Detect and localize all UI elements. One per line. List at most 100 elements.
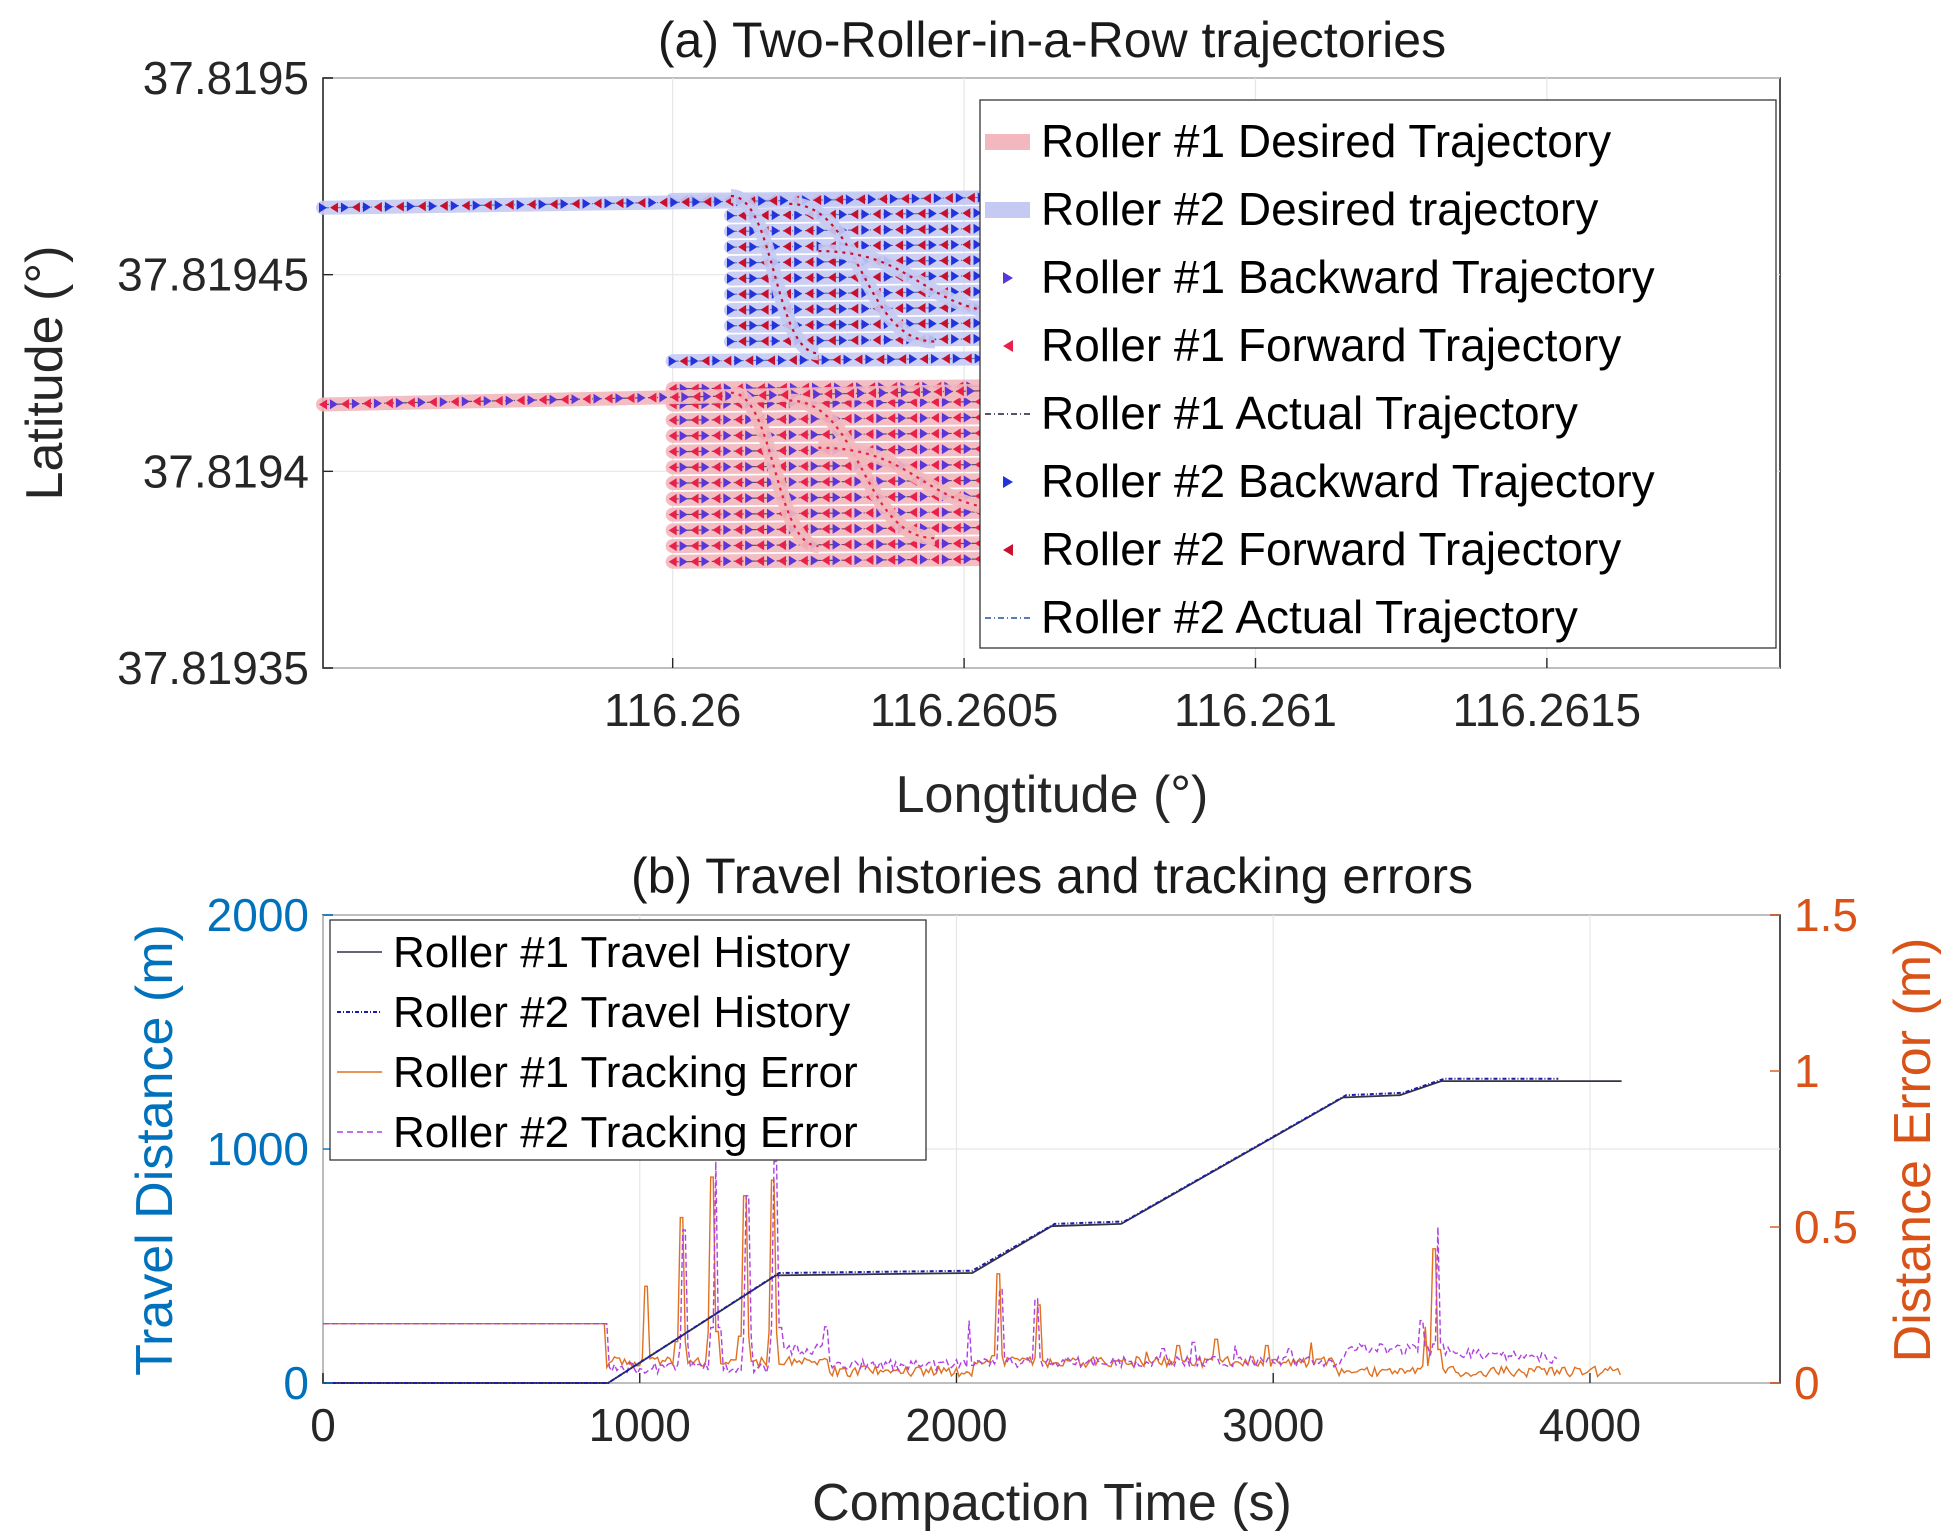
backward-trajectory-marker bbox=[340, 202, 349, 213]
forward-trajectory-marker bbox=[850, 335, 859, 346]
backward-trajectory-marker bbox=[723, 540, 732, 551]
legend-a-label-desired-1: Roller #1 Desired Trajectory bbox=[1041, 115, 1611, 167]
backward-trajectory-marker bbox=[794, 257, 803, 268]
forward-trajectory-marker bbox=[887, 444, 896, 455]
forward-trajectory-marker bbox=[821, 539, 830, 550]
forward-trajectory-marker bbox=[690, 462, 699, 473]
backward-trajectory-marker bbox=[861, 240, 870, 251]
forward-trajectory-marker bbox=[756, 477, 765, 488]
backward-trajectory-marker bbox=[679, 430, 688, 441]
backward-trajectory-marker bbox=[679, 415, 688, 426]
backward-trajectory-marker bbox=[941, 412, 950, 423]
forward-trajectory-marker bbox=[738, 320, 747, 331]
backward-trajectory-marker bbox=[876, 397, 885, 408]
backward-trajectory-marker bbox=[941, 475, 950, 486]
forward-trajectory-marker bbox=[712, 477, 721, 488]
forward-trajectory-marker bbox=[384, 398, 393, 409]
backward-trajectory-marker bbox=[928, 271, 937, 282]
forward-trajectory-marker bbox=[668, 556, 677, 567]
backward-trajectory-marker bbox=[810, 429, 819, 440]
forward-trajectory-marker bbox=[395, 201, 404, 212]
forward-trajectory-marker bbox=[637, 197, 646, 208]
backward-trajectory-marker bbox=[723, 493, 732, 504]
forward-trajectory-marker bbox=[952, 538, 961, 549]
backward-trajectory-marker bbox=[701, 525, 710, 536]
forward-trajectory-marker bbox=[690, 477, 699, 488]
chart-b-y-right-tick-label: 1.5 bbox=[1794, 889, 1858, 941]
backward-trajectory-marker bbox=[816, 256, 825, 267]
backward-trajectory-marker bbox=[749, 336, 758, 347]
chart-a-y-tick-label: 37.8194 bbox=[143, 445, 309, 497]
forward-trajectory-marker bbox=[668, 493, 677, 504]
backward-trajectory-marker bbox=[810, 413, 819, 424]
legend-a-label-backward-1: Roller #1 Backward Trajectory bbox=[1041, 251, 1655, 303]
forward-trajectory-marker bbox=[714, 391, 723, 402]
forward-trajectory-marker bbox=[760, 288, 769, 299]
legend-a-item-backward-1: Roller #1 Backward Trajectory bbox=[1003, 251, 1655, 303]
backward-trajectory-marker bbox=[854, 507, 863, 518]
backward-trajectory-marker bbox=[963, 538, 972, 549]
forward-trajectory-marker bbox=[734, 461, 743, 472]
forward-trajectory-marker bbox=[690, 446, 699, 457]
backward-trajectory-marker bbox=[928, 208, 937, 219]
backward-trajectory-marker bbox=[933, 193, 942, 204]
chart-a-ylabel: Latitude (°) bbox=[16, 246, 74, 501]
backward-trajectory-marker bbox=[963, 475, 972, 486]
forward-trajectory-marker bbox=[887, 428, 896, 439]
backward-trajectory-marker bbox=[794, 304, 803, 315]
backward-trajectory-marker bbox=[898, 554, 907, 565]
forward-trajectory-marker bbox=[895, 240, 904, 251]
backward-trajectory-marker bbox=[973, 318, 982, 329]
backward-trajectory-marker bbox=[373, 398, 382, 409]
forward-trajectory-marker bbox=[668, 430, 677, 441]
backward-trajectory-marker bbox=[941, 459, 950, 470]
forward-trajectory-marker bbox=[865, 539, 874, 550]
forward-trajectory-marker bbox=[824, 388, 833, 399]
forward-trajectory-marker bbox=[777, 461, 786, 472]
backward-trajectory-marker bbox=[941, 538, 950, 549]
forward-trajectory-marker bbox=[805, 272, 814, 283]
forward-trajectory-marker bbox=[756, 524, 765, 535]
backward-trajectory-marker bbox=[745, 508, 754, 519]
chart-a: 116.26 116.2605 116.261 116.2615 37.81935 37.… bbox=[16, 12, 1781, 824]
legend-b-label-error-2: Roller #2 Tracking Error bbox=[393, 1108, 858, 1157]
forward-trajectory-marker bbox=[782, 257, 791, 268]
backward-trajectory-marker bbox=[920, 412, 929, 423]
legend-b-item-travel-2: Roller #2 Travel History bbox=[337, 988, 850, 1037]
forward-trajectory-marker bbox=[876, 354, 885, 365]
backward-trajectory-marker bbox=[906, 240, 915, 251]
backward-trajectory-marker bbox=[749, 320, 758, 331]
forward-trajectory-marker bbox=[615, 198, 624, 209]
forward-trajectory-marker bbox=[939, 302, 948, 313]
forward-trajectory-marker bbox=[857, 194, 866, 205]
forward-trajectory-marker bbox=[777, 540, 786, 551]
forward-trajectory-marker bbox=[679, 356, 688, 367]
backward-trajectory-marker bbox=[963, 428, 972, 439]
backward-trajectory-marker bbox=[839, 303, 848, 314]
forward-trajectory-marker bbox=[865, 460, 874, 471]
backward-trajectory-marker bbox=[944, 386, 953, 397]
backward-trajectory-marker bbox=[549, 394, 558, 405]
backward-trajectory-marker bbox=[679, 540, 688, 551]
backward-trajectory-marker bbox=[839, 288, 848, 299]
forward-trajectory-marker bbox=[872, 334, 881, 345]
backward-trajectory-marker bbox=[930, 353, 939, 364]
backward-trajectory-marker bbox=[701, 414, 710, 425]
backward-trajectory-marker bbox=[813, 389, 822, 400]
backward-trajectory-marker bbox=[701, 462, 710, 473]
backward-trajectory-marker bbox=[593, 393, 602, 404]
forward-trajectory-marker bbox=[738, 226, 747, 237]
backward-trajectory-marker bbox=[505, 395, 514, 406]
forward-trajectory-marker bbox=[917, 240, 926, 251]
backward-trajectory-marker bbox=[723, 556, 732, 567]
backward-trajectory-marker bbox=[906, 303, 915, 314]
backward-trajectory-marker bbox=[898, 491, 907, 502]
chart-a-x-tick-label: 116.2615 bbox=[1453, 684, 1641, 736]
forward-trajectory-marker bbox=[843, 476, 852, 487]
forward-trajectory-marker bbox=[799, 555, 808, 566]
forward-trajectory-marker bbox=[799, 508, 808, 519]
backward-trajectory-marker bbox=[909, 354, 918, 365]
backward-trajectory-marker bbox=[876, 476, 885, 487]
chart-a-y-tick-label: 37.81945 bbox=[117, 249, 309, 301]
forward-trajectory-marker bbox=[319, 399, 327, 410]
